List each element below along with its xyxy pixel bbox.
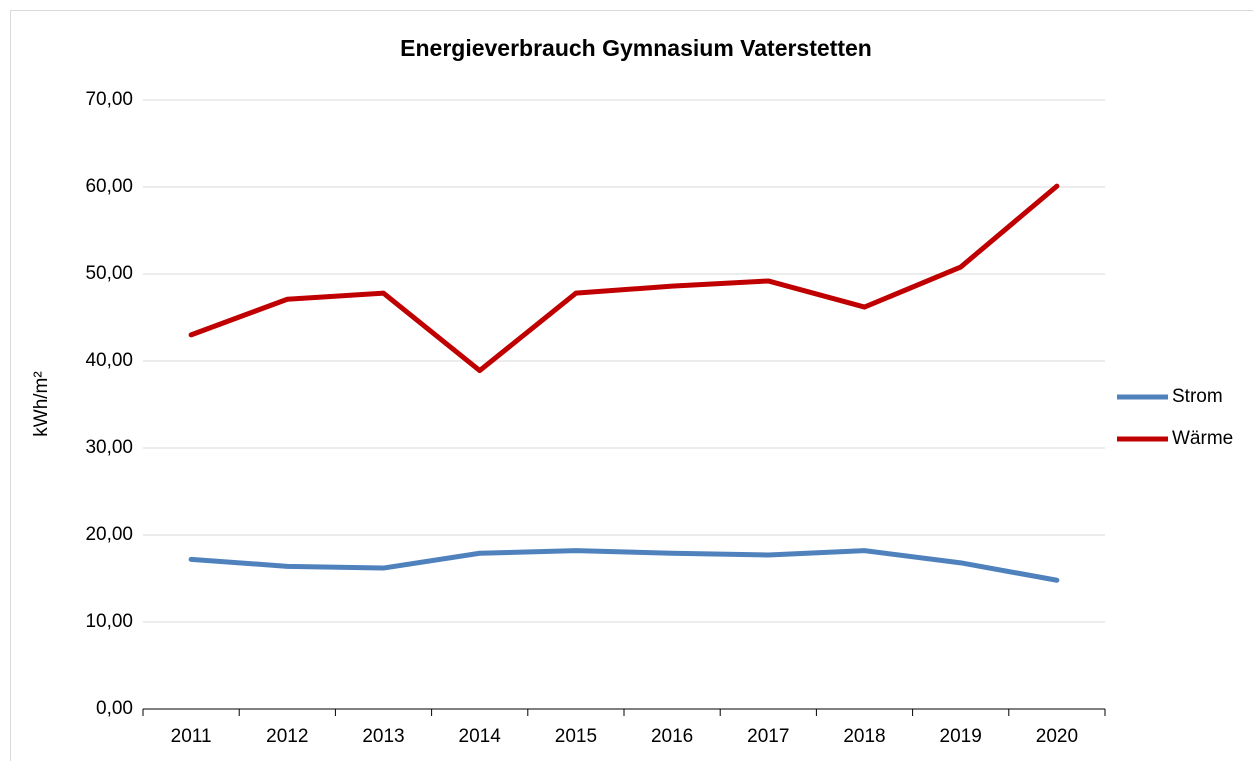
x-tick-label: 2020 <box>1036 726 1078 747</box>
y-tick-label: 60,00 <box>85 176 133 197</box>
y-tick-label: 30,00 <box>85 437 133 458</box>
chart-frame <box>10 10 1253 761</box>
x-tick-label: 2013 <box>362 726 404 747</box>
x-tick-label: 2019 <box>940 726 982 747</box>
y-tick-label: 0,00 <box>96 698 133 719</box>
legend-label: Strom <box>1172 386 1223 407</box>
x-tick-label: 2012 <box>266 726 308 747</box>
line-series <box>188 183 1060 374</box>
y-tick-label: 40,00 <box>85 350 133 371</box>
x-tick-label: 2016 <box>651 726 693 747</box>
y-axis-label: kWh/m² <box>31 371 52 436</box>
y-tick-label: 50,00 <box>85 263 133 284</box>
y-tick-label: 20,00 <box>85 524 133 545</box>
y-tick-label: 10,00 <box>85 611 133 632</box>
x-tick-label: 2018 <box>843 726 885 747</box>
legend-label: Wärme <box>1172 428 1233 449</box>
x-tick-label: 2017 <box>747 726 789 747</box>
y-tick-label: 70,00 <box>85 89 133 110</box>
line-series <box>188 548 1060 583</box>
x-tick-label: 2014 <box>459 726 502 747</box>
chart-title: Energieverbrauch Gymnasium Vaterstetten <box>400 35 872 61</box>
x-tick-label: 2011 <box>171 726 212 747</box>
x-tick-label: 2015 <box>555 726 597 747</box>
